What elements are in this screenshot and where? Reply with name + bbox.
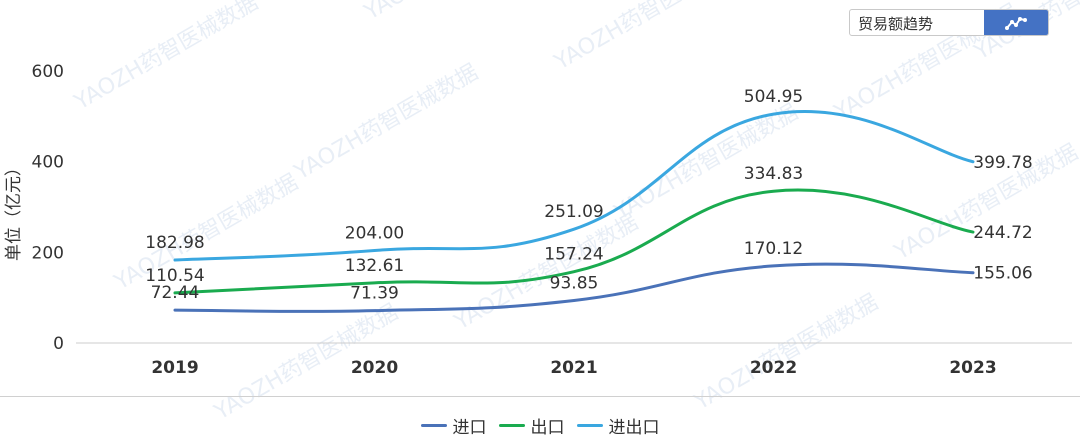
data-label-total: 182.98: [145, 233, 204, 253]
data-label-total: 399.78: [973, 153, 1032, 173]
watermark-text: YAOZH药智医械数据: [550, 0, 743, 76]
data-label-total: 204.00: [345, 224, 404, 244]
data-label-total: 251.09: [544, 202, 603, 222]
series-line-export: [173, 188, 975, 295]
chart-type-toolbar: 贸易额趋势: [849, 9, 1049, 36]
data-label-export: 157.24: [544, 245, 603, 265]
legend-divider: [0, 396, 1080, 397]
data-label-export: 334.83: [744, 164, 803, 184]
y-tick-label: 600: [32, 62, 64, 82]
legend-item-total[interactable]: 进出口: [576, 413, 660, 438]
x-tick-label: 2023: [949, 358, 996, 378]
watermark-text: YAOZH药智医械数据: [610, 100, 803, 226]
data-label-import: 170.12: [744, 239, 803, 259]
legend-item-export[interactable]: 出口: [498, 413, 565, 438]
legend-swatch-import: [420, 423, 447, 427]
x-tick-label: 2022: [750, 358, 797, 378]
x-tick-label: 2021: [550, 358, 597, 378]
x-tick-label: 2020: [351, 358, 398, 378]
watermark-text: YAOZH药智医械数据: [360, 0, 553, 26]
series-line-import: [173, 262, 975, 313]
data-label-import: 72.44: [151, 283, 200, 303]
legend-label-total: 进出口: [608, 417, 660, 438]
x-tick-label: 2019: [151, 358, 198, 378]
data-label-import: 71.39: [350, 284, 399, 304]
line-chart-button[interactable]: [984, 10, 1048, 35]
line-chart-icon: [1005, 16, 1027, 30]
legend-swatch-export: [498, 423, 525, 427]
series-lines: [173, 109, 975, 313]
legend-label-import: 进口: [452, 417, 487, 438]
watermark-text: YAOZH药智医械数据: [70, 0, 263, 116]
data-label-total: 504.95: [744, 87, 803, 107]
y-tick-label: 400: [32, 153, 64, 173]
legend-swatch-total: [576, 423, 603, 427]
series-line-total: [173, 109, 975, 262]
y-tick-label: 0: [53, 334, 64, 354]
watermark-text: YAOZH药智医械数据: [290, 60, 483, 186]
data-label-export: 132.61: [345, 256, 404, 276]
data-label-import: 155.06: [973, 264, 1032, 284]
legend-label-export: 出口: [530, 417, 565, 438]
data-label-import: 93.85: [550, 273, 599, 293]
y-axis-label: 单位（亿元）: [4, 159, 24, 261]
x-axis-ticks: 2019 2020 2021 2022 2023: [151, 358, 996, 378]
legend-item-import[interactable]: 进口: [420, 413, 487, 438]
watermark-text: YAOZH药智医械数据: [450, 210, 643, 336]
data-labels: 72.44 71.39 93.85 170.12 155.06 110.54 132.61 1…: [145, 87, 1032, 304]
y-axis-ticks: 0 200 400 600: [32, 62, 64, 354]
data-label-export: 244.72: [973, 223, 1032, 243]
watermark-text: YAOZH药智医械数据: [110, 170, 303, 296]
legend: 进口 出口 进出口: [0, 413, 1080, 438]
y-tick-label: 200: [32, 243, 64, 263]
data-label-export: 110.54: [145, 266, 204, 286]
toolbar-label: 贸易额趋势: [858, 15, 934, 33]
